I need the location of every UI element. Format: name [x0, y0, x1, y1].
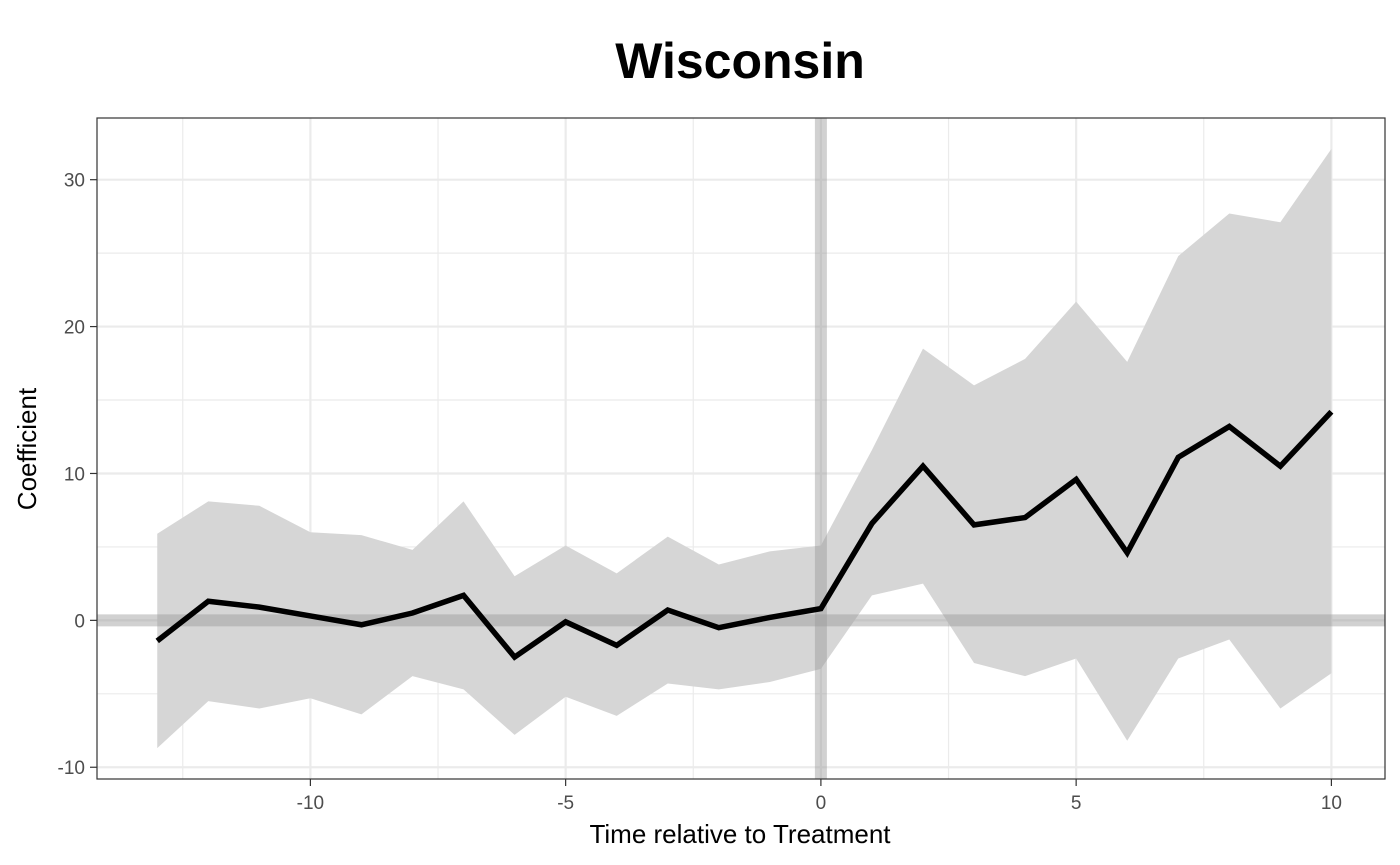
x-tick-label: 10 [1321, 793, 1342, 814]
x-tick-label: 5 [1071, 793, 1082, 814]
panel-border [96, 117, 1386, 780]
coefficient-line [155, 409, 1334, 661]
series-line-layer [155, 409, 1334, 661]
reference-lines [97, 118, 1385, 779]
y-tick-label: 30 [64, 171, 85, 192]
y-tick-label: -10 [58, 758, 85, 779]
x-tick-label: -10 [297, 793, 324, 814]
y-axis: -10 0 10 20 30 [58, 171, 97, 779]
y-tick-label: 20 [64, 318, 85, 339]
chart-title: Wisconsin [615, 33, 865, 89]
y-tick-label: 0 [74, 611, 85, 632]
x-axis-title: Time relative to Treatment [589, 819, 891, 849]
x-tick-label: 0 [816, 793, 827, 814]
y-axis-title: Coefficient [12, 387, 42, 510]
y-tick-label: 10 [64, 464, 85, 485]
x-tick-label: -5 [557, 793, 574, 814]
x-axis: -10 -5 0 5 10 [297, 779, 1342, 814]
